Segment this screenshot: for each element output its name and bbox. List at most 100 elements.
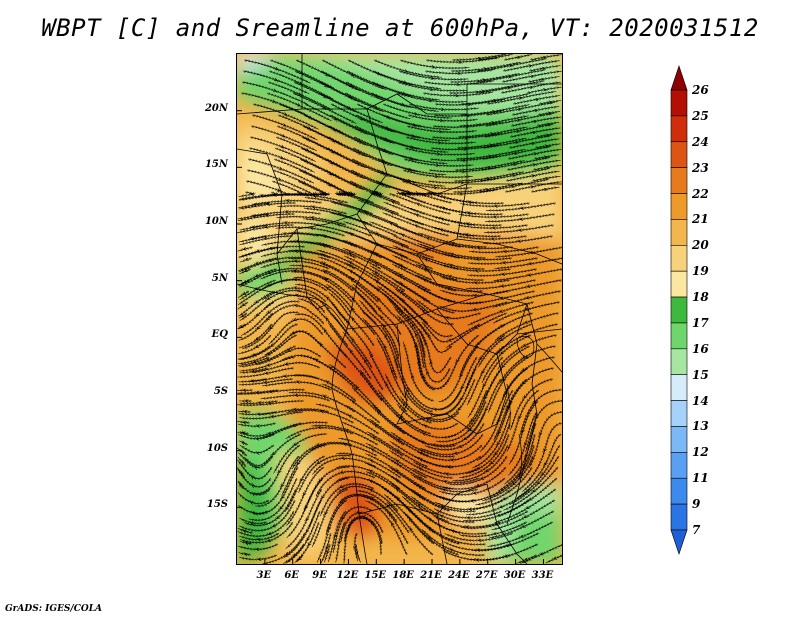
streamline-arrow [431,65,435,68]
streamline-arrow [540,77,544,81]
wbpt-field-map [237,54,562,564]
streamline [530,187,560,192]
streamline-arrow [516,55,520,60]
streamline-arrow [532,130,535,134]
streamline-arrow [541,552,544,555]
colorbar-label: 26 [692,83,709,97]
streamline-arrow [439,118,443,122]
lon-tick-label: 24E [448,570,470,581]
streamline-arrow [274,194,277,197]
streamline-arrow [429,87,433,91]
streamline-arrow [430,76,434,80]
streamline-arrow [543,187,547,191]
streamline-arrow [438,129,442,133]
streamline-arrow [527,296,530,300]
colorbar-label: 16 [692,341,709,356]
streamline-arrow [258,538,261,542]
streamline-arrow [436,152,440,156]
streamline-arrow [433,185,437,189]
streamline-arrow [530,251,534,255]
colorbar-label: 14 [692,393,709,408]
colorbar-label: 22 [692,186,709,201]
colorbar-label: 9 [692,497,701,512]
lat-tick-label: 10N [204,216,228,227]
streamline-arrow [241,442,246,445]
lon-tick-label: 27E [475,570,498,581]
colorbar-min-triangle [670,529,688,555]
colorbar-label: 11 [692,471,709,486]
colorbar-label: 7 [692,523,701,537]
streamline-arrow [327,550,330,553]
streamline [283,543,304,564]
streamline-arrow [455,93,458,97]
lat-tick-label: 5S [213,386,228,397]
streamline-arrow [534,108,537,112]
lon-tick-label: 9E [312,570,327,581]
streamline-arrow [244,530,247,534]
colorbar-max-triangle [670,65,688,91]
streamline-arrow [533,119,536,123]
streamline-arrow [294,553,297,556]
colorbar-segment [670,167,688,194]
streamline [237,544,279,549]
streamline-arrow [529,262,533,266]
lat-tick-label: EQ [211,329,228,341]
streamline-arrow [520,218,524,221]
lon-tick-label: 21E [420,570,442,581]
lat-tick-label: 10S [206,442,228,454]
streamline-arrow [326,382,330,385]
lon-tick-label: 12E [336,570,359,581]
streamline-arrow [258,558,262,561]
colorbar-segment [670,322,688,350]
colorbar-segment [670,270,688,298]
streamline-arrow [526,307,529,311]
colorbar-label: 24 [692,134,709,149]
streamline-arrow [435,163,439,167]
footer-credit: GrADS: IGES/COLA [5,604,103,614]
colorbar-label: 17 [692,315,709,330]
colorbar-segment [670,426,688,453]
streamline-arrow [528,285,531,288]
streamline-arrow [541,66,545,70]
streamline-arrow [530,185,533,189]
streamline-arrow [257,548,260,552]
streamline-arrow [533,152,536,156]
streamline-arrow [449,549,454,553]
streamline-arrow [542,88,546,92]
streamline-arrow [531,174,534,178]
streamline [296,554,304,563]
map-panel [236,53,563,565]
colorbar-label: 19 [692,264,709,279]
streamline-arrow [535,97,538,101]
streamline-arrow [518,240,522,243]
streamline-arrow [437,141,441,144]
streamline-arrow [428,98,432,102]
colorbar-label: 18 [692,290,709,305]
chart-title: WBPT [C] and Sreamline at 600hPa, VT: 20… [41,14,759,42]
lon-tick-label: 15E [364,570,387,581]
streamline-arrow [544,176,548,180]
streamline [516,555,538,564]
lat-tick-label: 15N [204,159,228,171]
streamline-arrow [299,556,302,560]
colorbar-segment [670,348,688,376]
lon-tick-label: 30E [503,570,526,581]
streamline-arrow [288,348,292,352]
lon-tick-label: 6E [284,570,299,581]
streamline-arrow [521,207,525,210]
colorbar-segment [670,374,688,401]
streamline-arrow [519,229,523,232]
streamline-arrow [434,174,438,178]
streamline-arrow [531,141,534,145]
colorbar-label: 20 [692,238,709,253]
streamline-arrow [294,317,297,321]
colorbar-segment [670,89,688,117]
colorbar-segment [670,219,688,246]
streamline-arrow [545,165,549,169]
streamline-arrow [542,55,546,59]
streamline-arrow [271,415,275,419]
streamline-arrow [269,402,272,406]
colorbar-segment [670,193,688,220]
lon-tick-label: 3E [256,570,272,581]
lat-tick-label: 20N [204,102,228,114]
